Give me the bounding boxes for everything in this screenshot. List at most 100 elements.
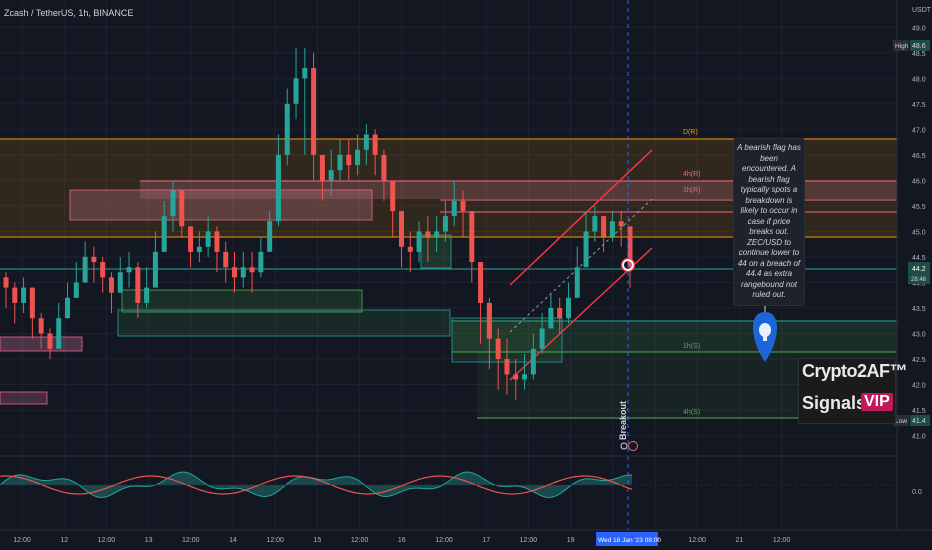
indicator-axis-tick: 0.0 bbox=[912, 489, 922, 496]
candle bbox=[100, 256, 106, 293]
candle bbox=[21, 277, 27, 314]
candle bbox=[205, 216, 211, 257]
level-label-4h-s: 4h(S) bbox=[683, 409, 700, 416]
chart-title: Zcash / TetherUS, 1h, BINANCE bbox=[4, 8, 134, 18]
candle bbox=[609, 211, 615, 242]
candle bbox=[179, 190, 185, 237]
candle bbox=[293, 47, 299, 120]
price-tick-label: 48.5 bbox=[912, 51, 926, 58]
candle bbox=[565, 282, 571, 324]
candle bbox=[117, 256, 123, 293]
candle bbox=[451, 180, 457, 227]
candle bbox=[82, 241, 88, 283]
price-tick-label: 46.0 bbox=[912, 178, 926, 185]
small-support-box bbox=[420, 234, 452, 269]
breakout-marker[interactable] bbox=[622, 259, 634, 271]
time-tick-label: 12:00 bbox=[773, 537, 791, 544]
high-badge-label bbox=[893, 40, 909, 51]
level-label-4h-r: 4h(R) bbox=[683, 171, 701, 178]
flash-icon[interactable] bbox=[628, 441, 638, 451]
breakout-label: Breakout bbox=[618, 401, 628, 440]
candle bbox=[328, 149, 334, 196]
candle bbox=[249, 251, 255, 293]
breakout-marker-ring bbox=[620, 257, 636, 273]
time-tick-label: 15 bbox=[314, 537, 322, 544]
candle bbox=[486, 297, 492, 370]
candle bbox=[196, 231, 202, 263]
1h-support-zone bbox=[452, 321, 897, 352]
high-badge bbox=[910, 40, 930, 51]
candle bbox=[38, 313, 44, 349]
price-axis[interactable]: USDT 49.0 48.5 48.0 47.5 47.0 46.5 46.0 45.5 45.… bbox=[893, 0, 932, 530]
candle bbox=[601, 216, 607, 252]
time-tick-label: 16 bbox=[398, 537, 406, 544]
candle bbox=[398, 211, 404, 268]
price-tick-label: 42.5 bbox=[912, 357, 926, 364]
candle bbox=[108, 272, 114, 314]
oscillator-signal bbox=[0, 475, 633, 495]
time-tick-label: 21 bbox=[736, 537, 744, 544]
candle bbox=[3, 272, 9, 308]
price-tick-label: 42.0 bbox=[912, 383, 926, 390]
candle bbox=[302, 47, 308, 155]
price-tick-label: 47.0 bbox=[912, 127, 926, 134]
candle bbox=[170, 180, 176, 232]
candle bbox=[434, 216, 440, 252]
candle bbox=[425, 216, 431, 263]
candle bbox=[65, 282, 71, 319]
candle bbox=[513, 359, 519, 400]
price-tick-label: 47.5 bbox=[912, 102, 926, 109]
time-tick-label: 12 bbox=[60, 537, 68, 544]
level-label-daily-r: D(R) bbox=[683, 129, 698, 136]
time-axis[interactable]: 12:00 12 12:00 13 12:00 14 12:00 15 12:00 16 12:00… bbox=[0, 529, 932, 546]
level-labels: D(R) 4h(R) 1h(R) 1h(S) 4h(S) bbox=[683, 129, 701, 416]
crosshair-time-label: Wed 18 Jan '23 08:00 bbox=[598, 537, 661, 544]
candle bbox=[152, 231, 158, 288]
candle bbox=[188, 226, 194, 268]
time-tick-label: 17 bbox=[482, 537, 490, 544]
candle bbox=[346, 139, 352, 181]
candle bbox=[469, 211, 475, 283]
time-tick-label: 12:00 bbox=[351, 537, 369, 544]
time-tick-label: 12:00 bbox=[266, 537, 284, 544]
candle bbox=[363, 124, 369, 166]
price-axis-currency: USDT bbox=[912, 7, 932, 14]
price-candles bbox=[3, 47, 633, 400]
time-tick-label: 12:00 bbox=[520, 537, 538, 544]
candle bbox=[548, 292, 554, 329]
current-price: 44.2 bbox=[912, 266, 926, 273]
candle bbox=[275, 134, 281, 227]
high-label: High bbox=[895, 43, 909, 50]
candle bbox=[135, 262, 141, 319]
candle bbox=[240, 251, 246, 288]
analysis-note[interactable]: A bearish flag has been encountered. A b… bbox=[733, 138, 805, 306]
time-tick-label: 13 bbox=[145, 537, 153, 544]
time-tick-label: 12:00 bbox=[13, 537, 31, 544]
candle bbox=[372, 129, 378, 176]
brand-line-2: Signals bbox=[802, 393, 867, 413]
candle bbox=[47, 328, 53, 360]
low-value: 41.4 bbox=[912, 418, 926, 425]
price-tick-label: 46.5 bbox=[912, 153, 926, 160]
price-tick-label: 45.5 bbox=[912, 204, 926, 211]
candle bbox=[407, 231, 413, 273]
price-tick-label: 41.0 bbox=[912, 434, 926, 441]
low-label: Low bbox=[895, 418, 907, 425]
price-tick-label: 45.0 bbox=[912, 229, 926, 236]
candle bbox=[522, 353, 528, 390]
candle bbox=[478, 262, 484, 344]
countdown: 28:46 bbox=[911, 277, 927, 283]
map-pin-icon[interactable] bbox=[752, 312, 778, 362]
candle bbox=[258, 236, 264, 278]
current-price-badge bbox=[908, 262, 930, 284]
time-tick-label: 12:00 bbox=[435, 537, 453, 544]
price-tick-label: 43.5 bbox=[912, 306, 926, 313]
time-tick-label: 12:00 bbox=[688, 537, 706, 544]
price-tick-label: 49.0 bbox=[912, 25, 926, 32]
candle bbox=[583, 211, 589, 268]
candle bbox=[12, 282, 18, 324]
candle bbox=[495, 328, 501, 390]
candle bbox=[126, 251, 132, 288]
channel-mid bbox=[509, 198, 653, 333]
low-badge-label bbox=[893, 415, 909, 426]
